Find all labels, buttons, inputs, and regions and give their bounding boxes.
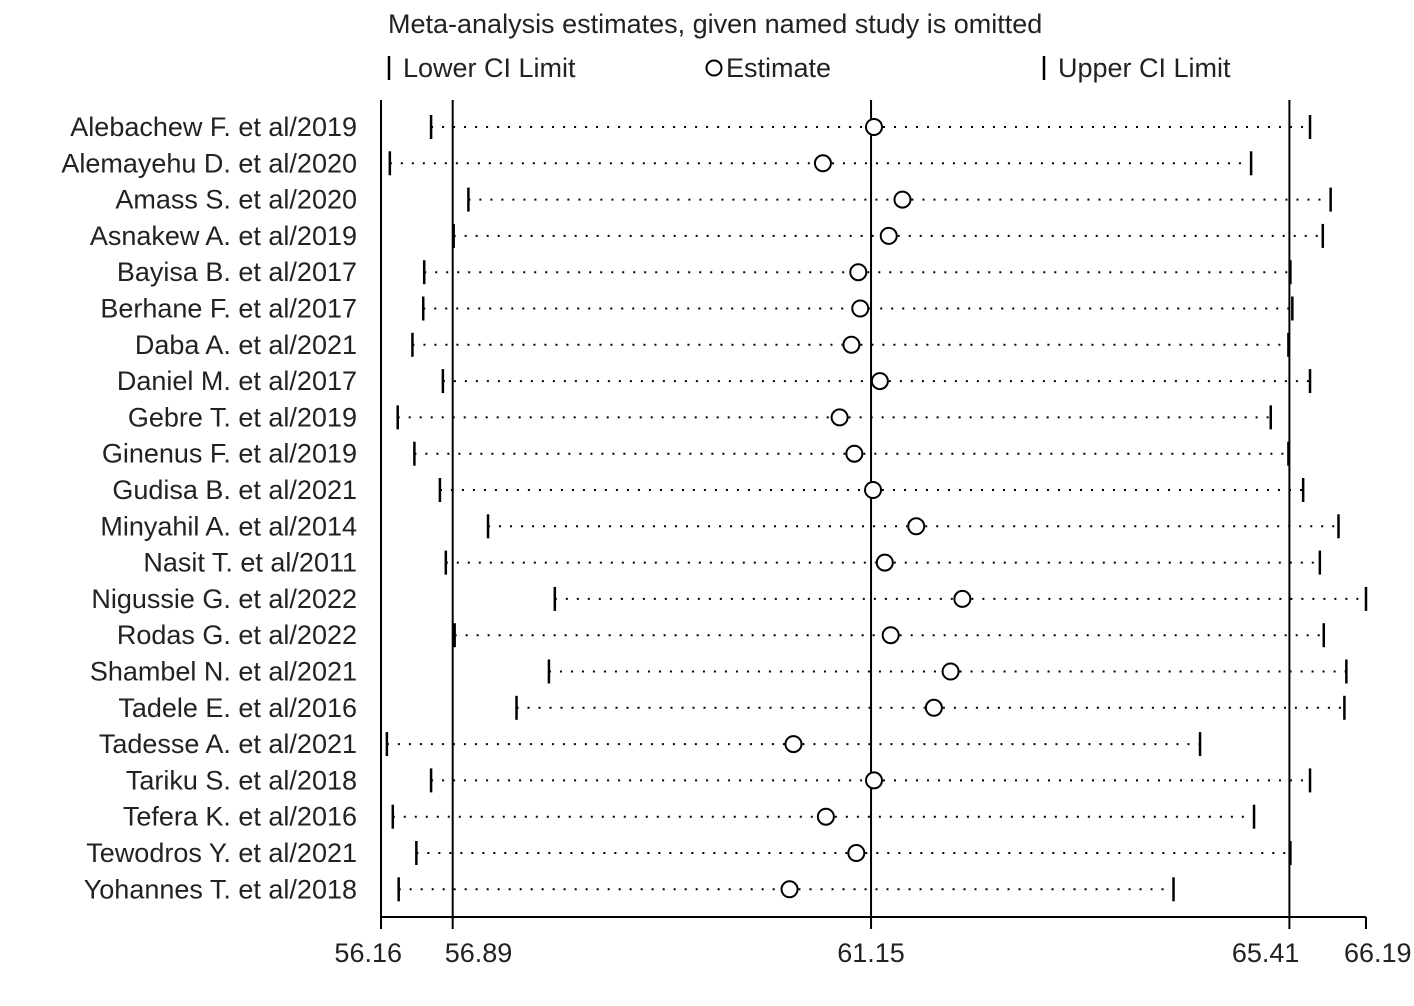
study-label: Nasit T. et al/2011: [143, 548, 357, 578]
study-row: Amass S. et al/2020: [115, 185, 1332, 215]
study-row: Shambel N. et al/2021: [90, 657, 1348, 687]
x-tick-label: 56.16: [334, 938, 402, 968]
study-label: Tadele E. et al/2016: [118, 693, 357, 723]
study-row: Ginenus F. et al/2019: [102, 439, 1290, 469]
legend: Lower CI Limit Estimate Upper CI Limit: [387, 53, 1231, 83]
study-label: Rodas G. et al/2022: [117, 620, 357, 650]
study-label: Minyahil A. et al/2014: [100, 511, 357, 541]
study-row: Rodas G. et al/2022: [117, 620, 1326, 650]
study-row: Daba A. et al/2021: [135, 330, 1290, 360]
study-row: Tadele E. et al/2016: [118, 693, 1346, 723]
estimate-marker: [816, 807, 835, 826]
estimate-marker: [864, 118, 883, 136]
study-row: Berhane F. et al/2017: [100, 294, 1294, 324]
study-label: Yohannes T. et al/2018: [84, 874, 357, 904]
study-row: Asnakew A. et al/2019: [90, 221, 1325, 251]
study-rows: Alebachew F. et al/2019 Alemayehu D. et a…: [61, 112, 1368, 904]
legend-upper-label: Upper CI Limit: [1058, 53, 1231, 83]
estimate-marker: [870, 372, 889, 391]
study-row: Alemayehu D. et al/2020: [61, 148, 1253, 178]
estimate-marker: [784, 735, 803, 754]
x-tick-label: 56.89: [445, 938, 513, 968]
estimate-marker: [941, 662, 960, 681]
estimate-marker: [813, 154, 832, 173]
estimate-marker: [780, 880, 799, 899]
estimate-marker: [893, 190, 912, 209]
estimate-marker: [875, 553, 894, 572]
study-row: Bayisa B. et al/2017: [117, 257, 1292, 287]
estimate-marker: [845, 444, 864, 463]
study-label: Tariku S. et al/2018: [126, 765, 357, 795]
estimate-marker: [864, 771, 883, 790]
study-label: Tefera K. et al/2016: [123, 802, 357, 832]
study-label: Gudisa B. et al/2021: [112, 475, 357, 505]
plot-area: Alebachew F. et al/2019 Alemayehu D. et a…: [61, 100, 1412, 968]
estimate-marker: [830, 408, 849, 427]
study-row: Alebachew F. et al/2019: [70, 112, 1312, 142]
x-tick-label: 66.19: [1344, 938, 1412, 968]
study-row: Gudisa B. et al/2021: [112, 475, 1305, 505]
study-label: Amass S. et al/2020: [115, 185, 357, 215]
study-label: Ginenus F. et al/2019: [102, 439, 357, 469]
study-row: Minyahil A. et al/2014: [100, 511, 1340, 541]
study-row: Yohannes T. et al/2018: [84, 874, 1175, 904]
estimate-marker: [842, 335, 861, 354]
estimate-marker: [851, 299, 870, 318]
study-row: Nigussie G. et al/2022: [91, 584, 1368, 614]
x-tick-label: 65.41: [1232, 938, 1300, 968]
study-label: Nigussie G. et al/2022: [91, 584, 357, 614]
x-axis-ticks: 56.16 56.89 61.15 65.41 66.19: [334, 917, 1412, 968]
legend-estimate-label: Estimate: [726, 53, 831, 83]
study-row: Daniel M. et al/2017: [117, 366, 1312, 396]
reference-lines: [451, 100, 1291, 917]
study-label: Alemayehu D. et al/2020: [61, 148, 357, 178]
study-label: Daba A. et al/2021: [135, 330, 357, 360]
study-label: Gebre T. et al/2019: [128, 402, 357, 432]
estimate-marker: [864, 481, 883, 499]
study-label: Alebachew F. et al/2019: [70, 112, 357, 142]
legend-estimate-marker: [705, 59, 723, 77]
study-row: Tefera K. et al/2016: [123, 802, 1256, 832]
chart-title: Meta-analysis estimates, given named stu…: [388, 9, 1042, 39]
study-label: Shambel N. et al/2021: [90, 657, 357, 687]
study-label: Berhane F. et al/2017: [100, 294, 357, 324]
estimate-marker: [924, 698, 943, 717]
legend-lower-label: Lower CI Limit: [403, 53, 576, 83]
study-label: Asnakew A. et al/2019: [90, 221, 357, 251]
estimate-marker: [881, 626, 900, 645]
study-row: Gebre T. et al/2019: [128, 402, 1272, 432]
estimate-marker: [907, 517, 926, 536]
study-row: Tadesse A. et al/2021: [99, 729, 1202, 759]
study-row: Tariku S. et al/2018: [126, 765, 1312, 795]
study-label: Bayisa B. et al/2017: [117, 257, 357, 287]
study-row: Nasit T. et al/2011: [143, 548, 1322, 578]
study-label: Tewodros Y. et al/2021: [86, 838, 357, 868]
study-label: Tadesse A. et al/2021: [99, 729, 357, 759]
estimate-marker: [847, 844, 866, 862]
estimate-marker: [953, 589, 972, 608]
x-tick-label: 61.15: [837, 938, 905, 968]
estimate-marker: [879, 226, 898, 245]
estimate-marker: [849, 263, 868, 282]
study-label: Daniel M. et al/2017: [117, 366, 357, 396]
study-row: Tewodros Y. et al/2021: [86, 838, 1292, 868]
